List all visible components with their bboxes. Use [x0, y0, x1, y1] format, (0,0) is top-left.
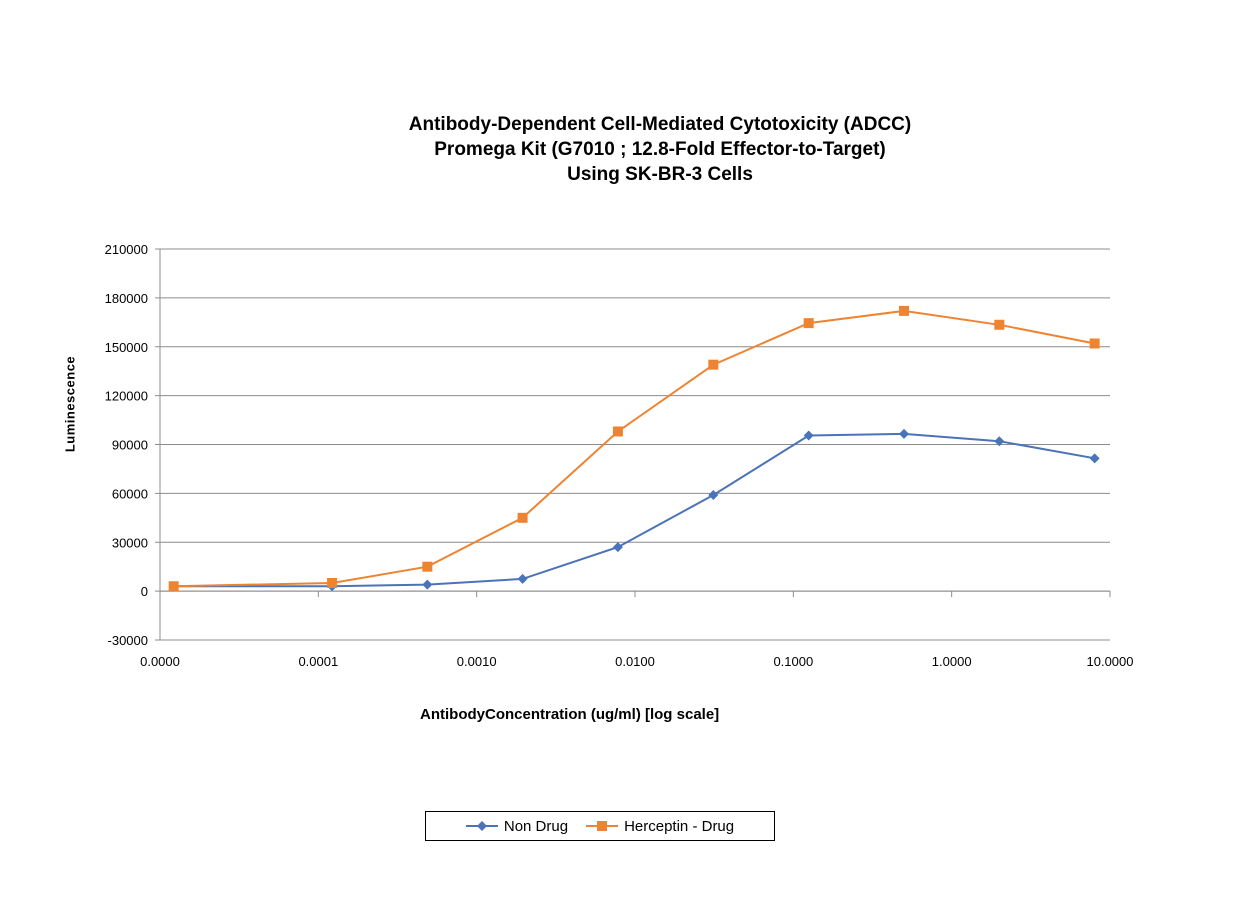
x-tick-label: 0.0100 — [615, 654, 655, 669]
x-tick-label: 1.0000 — [932, 654, 972, 669]
data-point-herceptin-drug — [1089, 338, 1100, 349]
data-point-non-drug — [994, 436, 1005, 447]
legend-label-herceptin-drug: Herceptin - Drug — [624, 817, 735, 835]
data-point-herceptin-drug — [517, 512, 528, 523]
y-tick-label: -30000 — [108, 633, 148, 648]
legend: Non Drug Herceptin - Drug — [425, 811, 775, 841]
data-point-herceptin-drug — [803, 318, 814, 329]
data-point-herceptin-drug — [327, 577, 338, 588]
legend-item-herceptin-drug: Herceptin - Drug — [586, 818, 734, 835]
data-point-herceptin-drug — [899, 305, 910, 316]
legend-marker-diamond — [465, 821, 498, 831]
data-point-herceptin-drug — [708, 359, 719, 370]
legend-marker-square — [586, 821, 619, 831]
y-tick-label: 180000 — [105, 291, 148, 306]
x-tick-label: 0.0010 — [457, 654, 497, 669]
legend-label-non-drug: Non Drug — [503, 817, 569, 835]
series-line-herceptin-drug — [173, 309, 1095, 588]
data-point-herceptin-drug — [612, 426, 623, 437]
chart-title-line-2: Promega Kit (G7010 ; 12.8-Fold Effector-… — [434, 139, 886, 160]
y-tick-label: 0 — [141, 584, 148, 599]
y-tick-label: 60000 — [112, 486, 148, 501]
chart-title-line-1: Antibody-Dependent Cell-Mediated Cytotox… — [408, 114, 912, 135]
x-tick-label: 0.1000 — [773, 654, 813, 669]
series-line-non-drug — [173, 432, 1095, 588]
data-point-non-drug — [899, 428, 910, 439]
data-point-herceptin-drug — [422, 561, 433, 572]
y-tick-label: 90000 — [112, 438, 148, 453]
x-axis-title: AntibodyConcentration (ug/ml) [log scale… — [420, 706, 720, 723]
data-point-non-drug — [803, 430, 814, 441]
data-point-non-drug — [422, 579, 433, 590]
x-tick-label: 10.0000 — [1087, 654, 1134, 669]
data-point-non-drug — [517, 573, 528, 584]
chart-title: Antibody-Dependent Cell-Mediated Cytotox… — [330, 112, 990, 187]
y-tick-label: 30000 — [112, 535, 148, 550]
y-tick-label: 120000 — [105, 389, 148, 404]
data-point-non-drug — [708, 490, 719, 501]
y-tick-label: 150000 — [105, 340, 148, 355]
x-tick-label: 0.0000 — [140, 654, 180, 669]
x-tick-label: 0.0001 — [298, 654, 338, 669]
data-point-non-drug — [1089, 453, 1100, 464]
data-point-non-drug — [612, 542, 623, 553]
data-point-herceptin-drug — [168, 581, 179, 592]
chart-title-line-3: Using SK-BR-3 Cells — [567, 164, 753, 185]
y-tick-label: 210000 — [105, 242, 148, 257]
data-point-herceptin-drug — [994, 319, 1005, 330]
legend-item-non-drug: Non Drug — [465, 817, 569, 835]
